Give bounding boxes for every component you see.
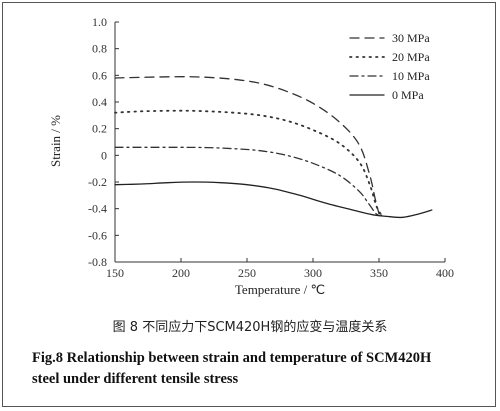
x-tick-label: 250 — [238, 266, 256, 280]
y-tick-label: -0.8 — [88, 255, 107, 269]
series-group — [114, 76, 433, 219]
y-tick-label: -0.4 — [88, 202, 107, 216]
series-line-0-mpa — [114, 181, 433, 219]
series-line-30-mpa — [114, 76, 380, 215]
y-tick-label: 1.0 — [92, 15, 107, 29]
y-tick-label: -0.6 — [88, 228, 107, 242]
caption-chinese: 图 8 不同应力下SCM420H钢的应变与温度关系 — [112, 320, 388, 335]
strain-temperature-chart: 150 200 250 300 350 400 1.0 0.8 0.6 0.4 0.2 0 -0.2 -0… — [48, 15, 454, 297]
y-tick-label: 0.2 — [92, 122, 107, 136]
x-tick-label: 150 — [106, 266, 124, 280]
legend-label: 0 MPa — [392, 88, 424, 102]
caption-english-line2: steel under different tensile stress — [32, 371, 239, 387]
x-tick-label: 350 — [370, 266, 388, 280]
legend-label: 30 MPa — [392, 31, 430, 45]
caption-english: Fig.8 Relationship between strain and te… — [32, 348, 482, 390]
y-tick-label: -0.2 — [88, 175, 107, 189]
axes-group — [114, 22, 445, 263]
y-tick-label: 0 — [101, 148, 107, 162]
ticks-group: 150 200 250 300 350 400 1.0 0.8 0.6 0.4 0.2 0 -0.2 -0… — [88, 15, 454, 280]
series-line-20-mpa — [114, 109, 383, 217]
x-tick-label: 200 — [172, 266, 190, 280]
x-tick-label: 300 — [304, 266, 322, 280]
x-axis-label: Temperature / ℃ — [235, 282, 325, 297]
legend: 30 MPa 20 MPa 10 MPa 0 MPa — [349, 31, 430, 102]
legend-label: 10 MPa — [392, 69, 430, 83]
figure-border — [2, 2, 496, 407]
y-tick-label: 0.4 — [92, 95, 107, 109]
y-axis-label: Strain / % — [48, 115, 63, 167]
y-tick-label: 0.6 — [92, 68, 107, 82]
series-line-10-mpa — [114, 146, 383, 216]
legend-label: 20 MPa — [392, 50, 430, 64]
caption-english-line1: Fig.8 Relationship between strain and te… — [32, 350, 432, 366]
y-tick-label: 0.8 — [92, 42, 107, 56]
x-tick-label: 400 — [436, 266, 454, 280]
